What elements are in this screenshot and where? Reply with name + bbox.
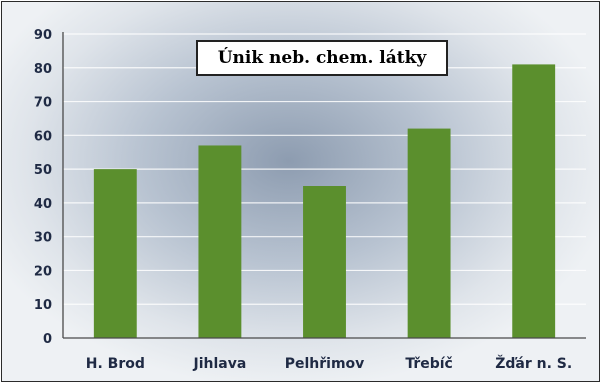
category-labels: H. Brod Jihlava Pelhřimov Třebíč Žďár n. S. — [86, 355, 572, 372]
category-label: Jihlava — [193, 356, 247, 372]
bar-5 — [512, 64, 556, 339]
bar-4 — [407, 128, 451, 338]
y-tick-label: 10 — [34, 298, 52, 313]
axes — [62, 32, 586, 339]
y-tick-label: 40 — [34, 197, 52, 212]
chart-title: Únik neb. chem. látky — [196, 40, 448, 76]
y-tick-labels: 0 10 20 30 40 50 60 70 80 90 — [34, 28, 52, 347]
y-tick-label: 70 — [34, 96, 52, 111]
gridlines — [63, 33, 586, 305]
y-tick-label: 60 — [34, 129, 52, 144]
bar-2 — [198, 145, 242, 338]
bar-1 — [93, 169, 137, 338]
bars — [93, 64, 556, 339]
y-tick-label: 20 — [34, 264, 52, 279]
category-label: Pelhřimov — [285, 356, 365, 372]
category-label: Třebíč — [405, 356, 453, 372]
bar-3 — [303, 186, 346, 338]
category-label: H. Brod — [86, 356, 145, 372]
y-tick-label: 30 — [34, 231, 52, 246]
y-tick-label: 90 — [34, 28, 52, 43]
y-tick-label: 80 — [34, 62, 52, 77]
category-label: Žďár n. S. — [495, 355, 572, 372]
y-tick-label: 0 — [43, 332, 52, 347]
y-tick-label: 50 — [34, 163, 52, 178]
